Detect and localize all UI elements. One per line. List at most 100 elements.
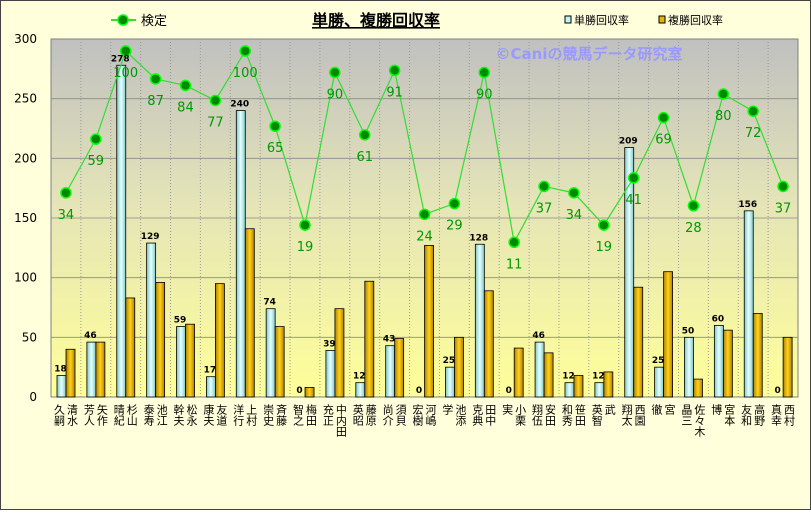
bar-fukusho <box>693 378 703 398</box>
x-tick-label: 武 <box>603 404 616 415</box>
bar-tansho-label: 278 <box>111 54 130 64</box>
bar-tansho <box>235 110 246 398</box>
kentei-label: 90 <box>327 88 344 103</box>
bar-tansho-label: 156 <box>738 200 757 210</box>
x-tick-label: 崇史 <box>262 404 275 427</box>
x-tick-label: 清水 <box>65 404 78 426</box>
bar-tansho <box>56 375 67 398</box>
x-tick-label: 翔伍 <box>531 403 544 427</box>
bar-tansho-label: 46 <box>532 331 545 341</box>
legend-fukusho: 複勝回収率 <box>668 13 723 27</box>
bar-fukusho <box>274 326 285 398</box>
bar-tansho <box>564 382 575 398</box>
kentei-point <box>627 172 640 184</box>
x-tick-label: 芳人 <box>82 403 95 426</box>
kentei-label: 37 <box>536 201 553 216</box>
x-tick-label: 英昭 <box>351 403 364 427</box>
x-tick-label: 晶三 <box>680 404 693 426</box>
y-tick-label: 0 <box>29 390 37 404</box>
kentei-label: 19 <box>596 240 613 255</box>
bar-tansho-label: 43 <box>383 335 396 345</box>
kentei-point <box>448 197 461 210</box>
kentei-point <box>329 66 341 79</box>
bar-tansho <box>594 382 605 398</box>
x-tick-label: 洋行 <box>232 403 245 427</box>
kentei-point <box>418 208 431 221</box>
bar-tansho <box>116 64 127 398</box>
bar-fukusho <box>244 228 255 398</box>
x-tick-label: 克典 <box>471 404 484 427</box>
x-tick-label: 須貝 <box>394 404 407 427</box>
bar-fukusho <box>633 286 644 398</box>
kentei-point <box>90 133 102 145</box>
kentei-point <box>478 66 491 79</box>
x-tick-label: 矢作 <box>95 403 108 426</box>
y-tick-label: 200 <box>14 151 37 165</box>
x-tick-label: 智之 <box>291 403 304 426</box>
bar-tansho-label: 25 <box>652 356 665 366</box>
y-tick-label: 250 <box>14 92 37 106</box>
y-tick-label: 150 <box>14 211 37 225</box>
kentei-label: 41 <box>625 193 642 208</box>
x-tick-label: 学 <box>441 403 454 415</box>
bar-fukusho <box>364 280 375 398</box>
x-tick-label: 西園 <box>633 404 646 427</box>
x-tick-label: 河嶋 <box>424 404 437 427</box>
bar-tansho-label: 0 <box>296 386 302 396</box>
bar-tansho-label: 128 <box>469 233 488 243</box>
kentei-point <box>358 129 371 141</box>
x-tick-label: 笹田 <box>573 404 586 426</box>
kentei-point <box>179 79 192 92</box>
kentei-label: 28 <box>685 221 702 236</box>
kentei-point <box>747 105 759 117</box>
bar-fukusho <box>214 283 225 398</box>
x-tick-label: 藤原 <box>364 404 377 426</box>
bar-tansho-label: 12 <box>592 372 605 382</box>
x-tick-label: 翔太 <box>620 403 633 427</box>
x-tick-label: 高野 <box>753 403 766 426</box>
bar-fukusho <box>752 313 763 398</box>
bar-tansho <box>176 326 186 398</box>
legend: 検定 単勝回収率 複勝回収率 <box>111 13 723 29</box>
bar-fukusho <box>483 290 494 398</box>
kentei-label: 34 <box>58 208 75 223</box>
bar-tansho <box>86 341 97 398</box>
kentei-point <box>119 45 132 57</box>
bar-fukusho <box>424 245 434 398</box>
bar-fukusho <box>454 336 464 398</box>
legend-fukusho-swatch <box>658 15 666 24</box>
x-tick-label: 友和 <box>740 403 753 427</box>
legend-kentei: 検定 <box>141 14 167 29</box>
bar-fukusho <box>603 371 614 398</box>
bar-tansho <box>445 366 455 398</box>
kentei-label: 37 <box>775 201 792 216</box>
legend-dot-marker <box>117 14 129 26</box>
kentei-point <box>687 200 700 212</box>
bar-fukusho <box>573 375 584 398</box>
x-tick-label: 尚介 <box>381 403 394 426</box>
bar-tansho <box>265 308 276 398</box>
x-tick-label: 泰寿 <box>142 403 155 426</box>
bar-tansho <box>325 350 336 398</box>
x-tick-label: 宮本 <box>723 403 736 427</box>
kentei-label: 84 <box>177 100 194 115</box>
x-tick-label: 友道 <box>215 403 228 426</box>
x-tick-label: 田中 <box>484 404 497 426</box>
x-tick-label: 池添 <box>454 404 467 426</box>
bar-tansho-label: 12 <box>562 372 575 382</box>
x-tick-label: 宮 <box>663 403 676 416</box>
x-tick-label: 英智 <box>590 403 603 427</box>
bar-tansho-label: 17 <box>204 366 217 376</box>
bar-tansho-label: 46 <box>84 331 97 341</box>
kentei-label: 91 <box>386 85 403 100</box>
y-tick-label: 300 <box>14 32 37 46</box>
bar-fukusho <box>65 348 76 398</box>
x-tick-label: 和秀 <box>560 404 573 426</box>
bar-tansho-label: 209 <box>619 137 638 147</box>
bar-fukusho <box>782 336 793 398</box>
bar-fukusho <box>185 323 195 398</box>
x-tick-label: 安田 <box>544 403 557 426</box>
kentei-point <box>388 64 401 77</box>
kentei-point <box>777 180 789 193</box>
